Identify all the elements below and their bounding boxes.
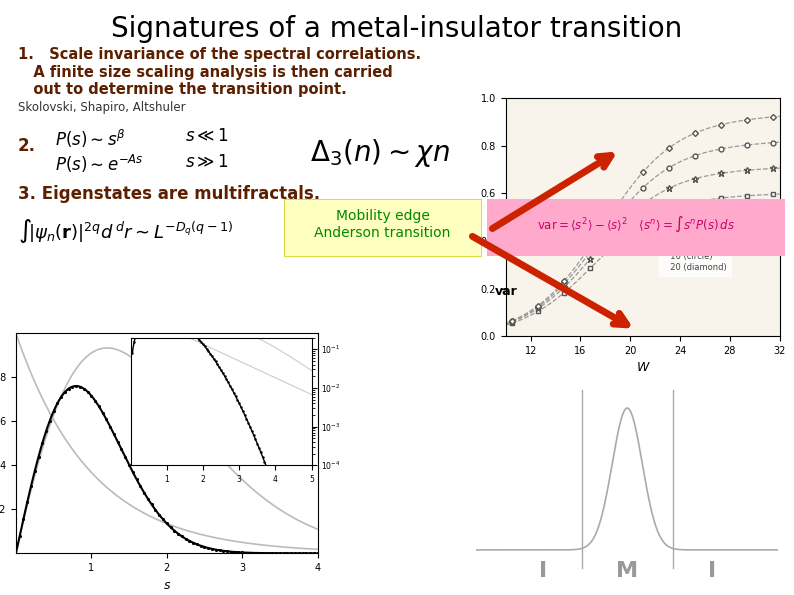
MUE xyxy=(11,549,21,556)
Text: $\Delta_3(n) \sim \chi n$: $\Delta_3(n) \sim \chi n$ xyxy=(310,137,450,169)
AH xyxy=(211,546,221,553)
GUE xyxy=(157,383,167,390)
X-axis label: W: W xyxy=(637,361,649,374)
Text: $P(s) \sim e^{-As}$: $P(s) \sim e^{-As}$ xyxy=(55,153,144,175)
Text: I: I xyxy=(538,561,547,581)
X-axis label: s: s xyxy=(164,578,170,591)
GUE xyxy=(313,525,322,533)
AH xyxy=(200,543,210,550)
AH xyxy=(222,548,232,555)
Poisson xyxy=(258,541,268,549)
Text: var: var xyxy=(495,285,518,298)
AH xyxy=(151,506,160,513)
Text: Signatures of a metal-insulator transition: Signatures of a metal-insulator transiti… xyxy=(111,15,683,43)
MUE xyxy=(191,540,201,547)
Poisson xyxy=(155,517,164,524)
FancyBboxPatch shape xyxy=(284,199,481,256)
Poisson xyxy=(11,330,21,337)
Text: I: I xyxy=(707,561,716,581)
Line: Poisson: Poisson xyxy=(16,333,318,549)
Line: MUE: MUE xyxy=(16,386,318,553)
GUE xyxy=(175,405,184,412)
AH xyxy=(196,542,206,549)
Text: out to determine the transition point.: out to determine the transition point. xyxy=(18,82,347,97)
Poisson xyxy=(313,546,322,553)
Text: Mobility edge
Anderson transition: Mobility edge Anderson transition xyxy=(314,209,451,240)
AH xyxy=(313,550,322,557)
Text: M: M xyxy=(616,561,638,581)
Text: —  GUE: — GUE xyxy=(156,370,189,379)
FancyBboxPatch shape xyxy=(487,199,785,256)
Text: $\mathrm{var} = \langle s^2\rangle - \langle s\rangle^2 \quad\langle s^n\rangle : $\mathrm{var} = \langle s^2\rangle - \la… xyxy=(537,215,735,234)
GUE xyxy=(155,381,164,389)
MUE xyxy=(157,514,167,521)
AH xyxy=(15,533,25,540)
Text: $s \ll 1$: $s \ll 1$ xyxy=(185,127,229,145)
GUE xyxy=(306,523,316,530)
AH xyxy=(71,383,81,390)
Text: · AH   — MUE: · AH — MUE xyxy=(156,344,214,353)
GUE xyxy=(11,549,21,556)
Text: $\int\!\left|\psi_n(\mathbf{r})\right|^{2q} d^{\,d}r \sim L^{-D_q(q-1)}$: $\int\!\left|\psi_n(\mathbf{r})\right|^{… xyxy=(18,217,233,245)
Text: 1.   Scale invariance of the spectral correlations.: 1. Scale invariance of the spectral corr… xyxy=(18,47,421,62)
Poisson xyxy=(175,525,184,532)
Line: AH: AH xyxy=(18,384,319,555)
Text: 3. Eigenstates are multifractals.: 3. Eigenstates are multifractals. xyxy=(18,185,320,203)
Text: Poisson: Poisson xyxy=(156,397,203,406)
Text: 2.: 2. xyxy=(18,137,36,155)
AH xyxy=(283,550,292,557)
MUE xyxy=(71,383,80,390)
GUE xyxy=(191,425,201,433)
Text: A finite size scaling analysis is then carried: A finite size scaling analysis is then c… xyxy=(18,65,393,80)
Poisson xyxy=(156,518,166,525)
Text: $P(s) \sim s^{\beta}$: $P(s) \sim s^{\beta}$ xyxy=(55,127,125,150)
MUE xyxy=(259,550,268,557)
GUE xyxy=(259,494,268,502)
GUE xyxy=(102,345,112,352)
MUE xyxy=(175,531,184,538)
Line: GUE: GUE xyxy=(16,348,318,553)
MUE xyxy=(313,550,322,557)
Text: $s \gg 1$: $s \gg 1$ xyxy=(185,153,229,171)
Text: L=10 (square)
  12 (star)
  16 (circle)
  20 (diamond): L=10 (square) 12 (star) 16 (circle) 20 (… xyxy=(665,231,727,272)
Poisson xyxy=(191,530,200,537)
Poisson xyxy=(306,546,315,553)
MUE xyxy=(306,550,316,557)
Text: Skolovski, Shapiro, Altshuler: Skolovski, Shapiro, Altshuler xyxy=(18,101,186,114)
MUE xyxy=(155,512,164,519)
